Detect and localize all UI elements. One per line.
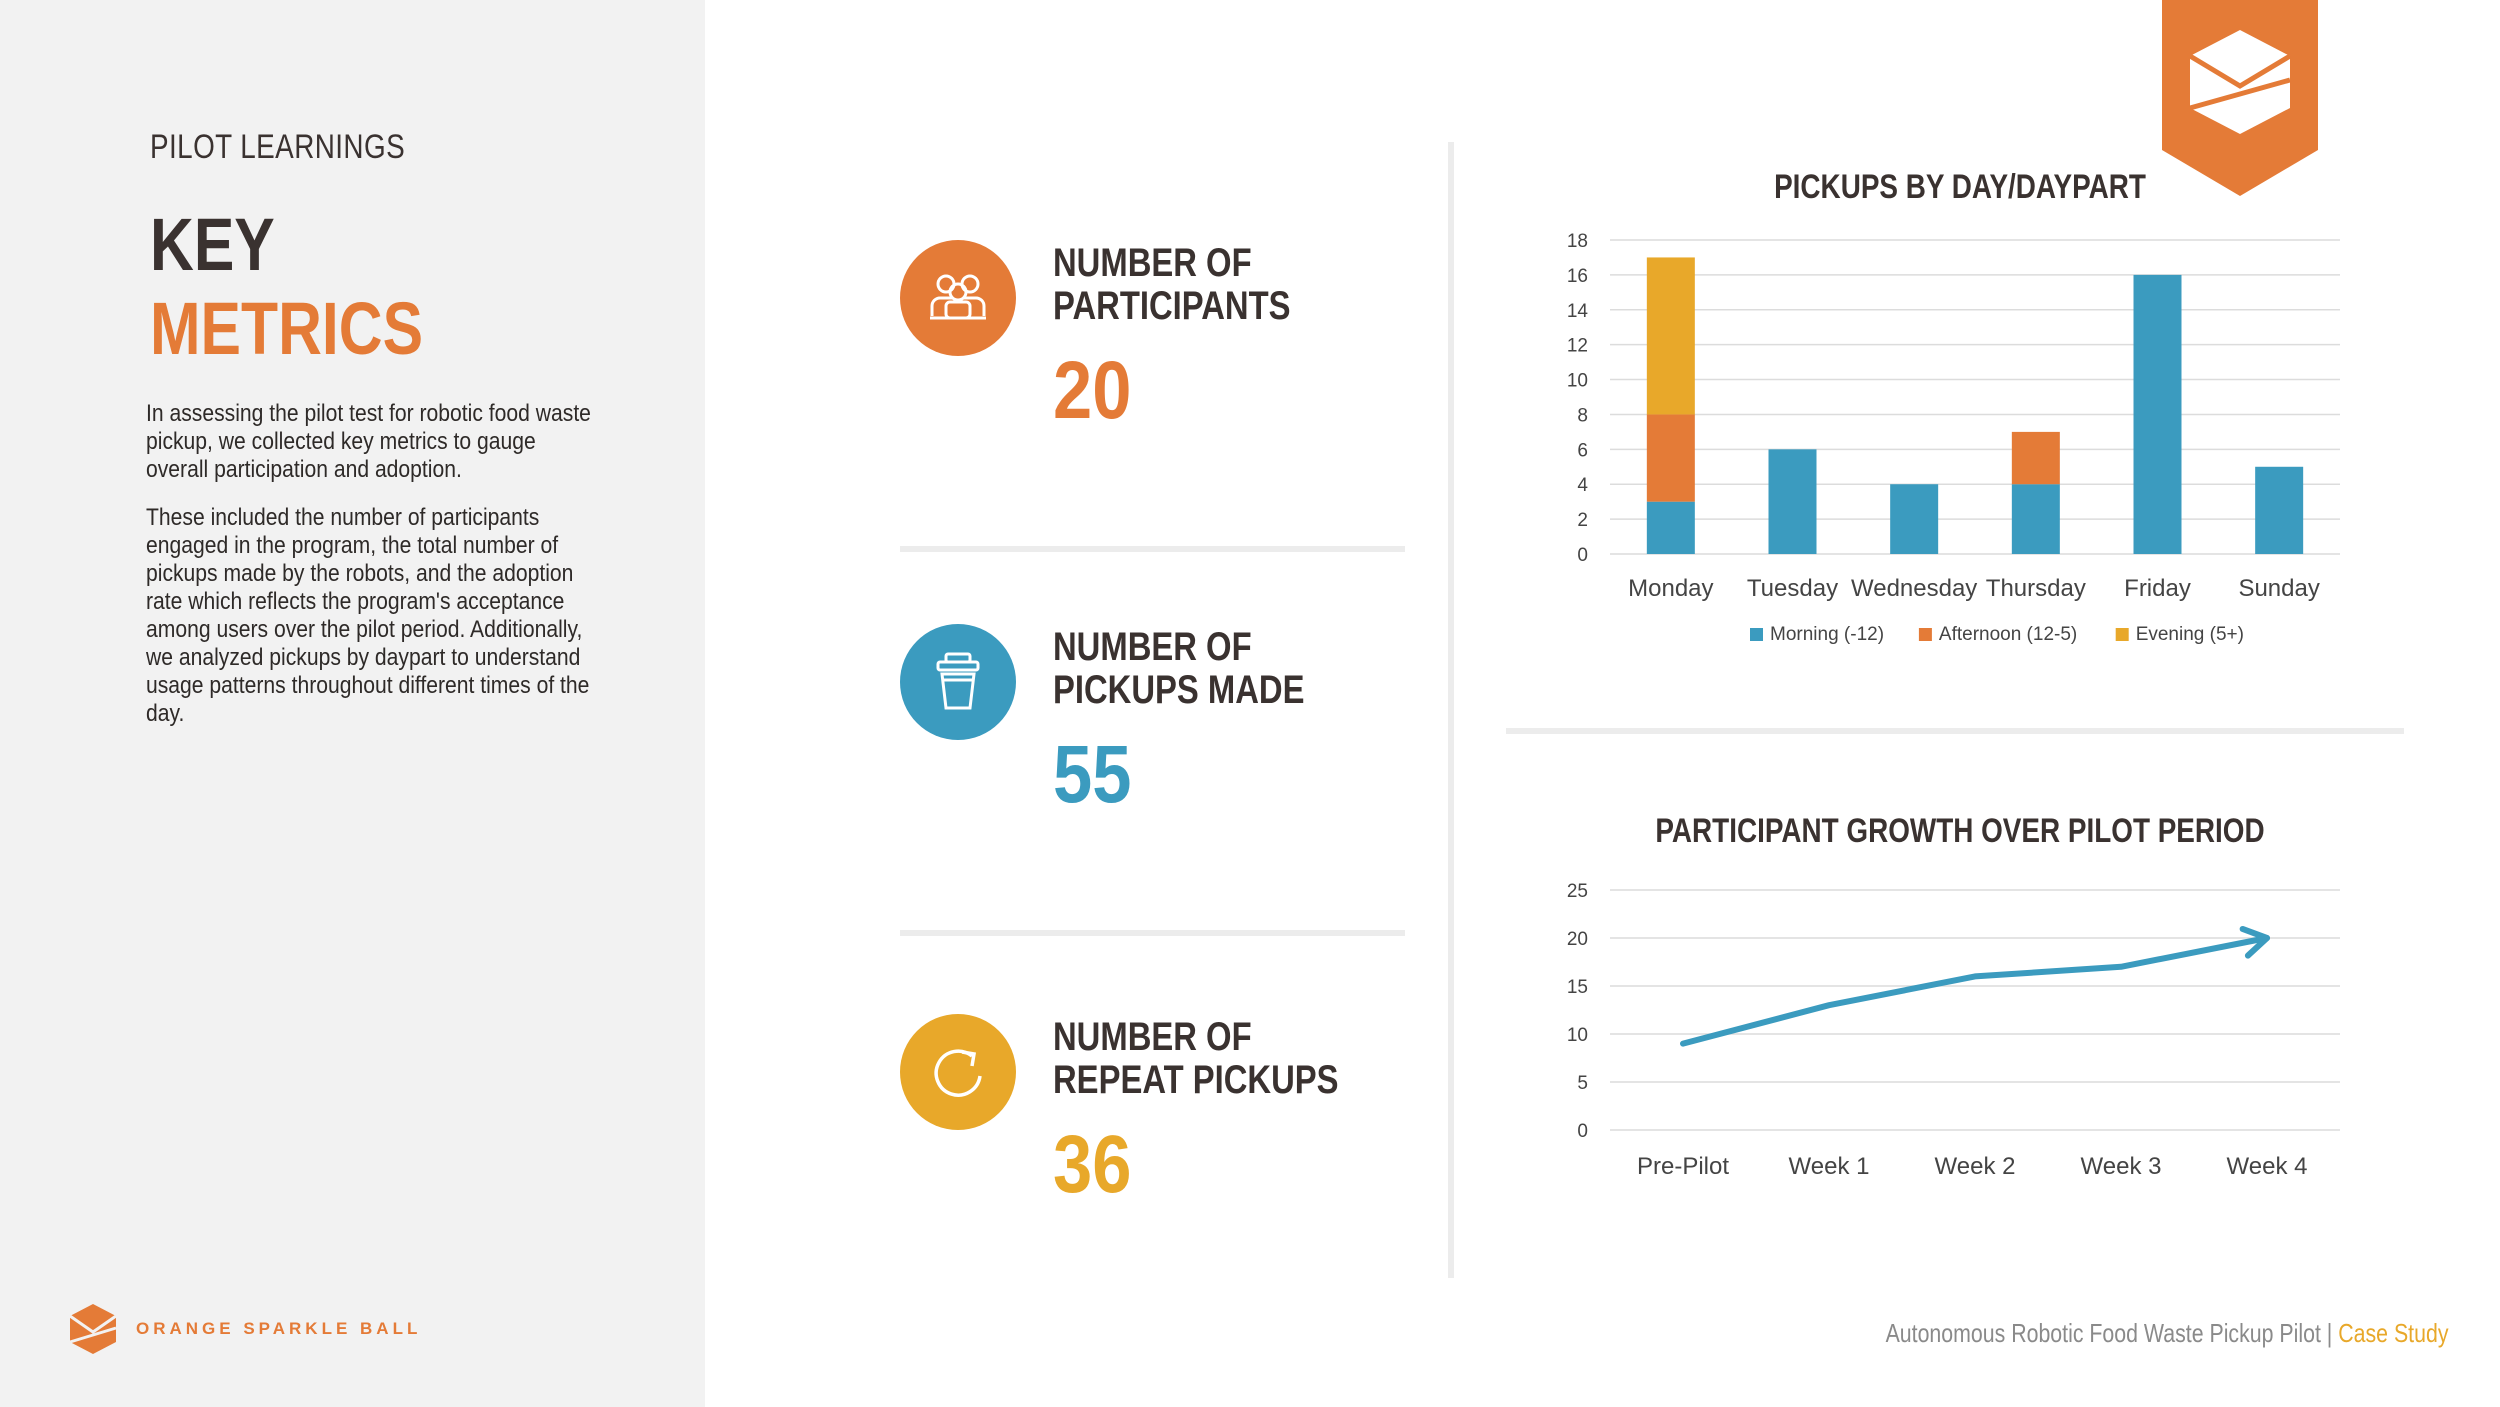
group-icon: [930, 274, 986, 320]
bin-icon: [936, 652, 980, 710]
y-tick-label: 5: [1577, 1073, 1588, 1094]
brand-logo: ORANGE SPARKLE BALL: [68, 1302, 421, 1356]
y-tick-label: 16: [1567, 266, 1588, 287]
bar-sunday-0: [2255, 466, 2304, 554]
page-title-metrics: METRICS: [150, 287, 424, 370]
footer-title: Autonomous Robotic Food Waste Pickup Pil…: [1885, 1318, 2332, 1348]
legend-label: Afternoon (12-5): [1939, 624, 2077, 645]
y-tick-label: 12: [1567, 336, 1588, 357]
brand-name: ORANGE SPARKLE BALL: [136, 1319, 422, 1338]
bar-monday-0: [1646, 501, 1695, 554]
x-tick-label: Thursday: [1986, 575, 2086, 602]
intro-text: In assessing the pilot test for robotic …: [146, 400, 604, 748]
x-tick-label: Pre-Pilot: [1637, 1153, 1729, 1180]
y-tick-label: 10: [1567, 371, 1588, 392]
bar-tuesday-0: [1768, 449, 1817, 554]
metric-label-line1: NUMBER OF: [1053, 241, 1252, 285]
y-tick-label: 10: [1567, 1025, 1588, 1046]
metric-label-line1: NUMBER OF: [1053, 1015, 1252, 1059]
metric-icon-circle: [900, 624, 1016, 740]
legend-swatch: [1918, 628, 1932, 641]
y-tick-label: 8: [1577, 405, 1588, 426]
metric-label: NUMBER OF PICKUPS MADE: [1053, 626, 1304, 712]
bar-monday-1: [1646, 414, 1695, 502]
y-tick-label: 2: [1577, 510, 1588, 531]
metric-value: 55: [1053, 729, 1132, 820]
y-tick-label: 18: [1567, 231, 1588, 252]
line-chart-title: PARTICIPANT GROWTH OVER PILOT PERIOD: [1655, 812, 2265, 850]
bar-chart-title: PICKUPS BY DAY/DAYPART: [1774, 168, 2146, 206]
metric-value: 20: [1053, 345, 1132, 436]
divider: [900, 546, 1405, 552]
bar-thursday-1: [2011, 431, 2060, 485]
y-tick-label: 0: [1577, 545, 1588, 566]
metric-icon-circle: [900, 240, 1016, 356]
legend-swatch: [1750, 628, 1763, 641]
x-tick-label: Tuesday: [1747, 575, 1838, 602]
footer-accent: Case Study: [2331, 1318, 2448, 1348]
metric-label-line2: PARTICIPANTS: [1053, 284, 1291, 328]
x-tick-label: Wednesday: [1851, 575, 1977, 602]
refresh-icon: [934, 1049, 982, 1097]
metric-label: NUMBER OF PARTICIPANTS: [1053, 242, 1291, 328]
page-title-key: KEY: [150, 203, 275, 286]
line-chart: 0 5 10 15 20 25 Pre-Pilot Week 1 Week 2 Week 3 Wee…: [1567, 881, 2340, 1180]
divider: [1506, 728, 2404, 734]
y-tick-label: 4: [1577, 475, 1588, 496]
y-tick-label: 0: [1577, 1121, 1588, 1142]
sidebar-panel: PILOT LEARNINGS KEY METRICS In assessing…: [0, 0, 705, 1407]
x-tick-label: Sunday: [2238, 575, 2319, 602]
metric-value: 36: [1053, 1119, 1132, 1210]
x-tick-label: Week 2: [1935, 1153, 2016, 1180]
bar-monday-2: [1646, 257, 1695, 415]
metric-label-line2: PICKUPS MADE: [1053, 668, 1305, 712]
metric-label-line2: REPEAT PICKUPS: [1053, 1058, 1339, 1102]
legend-swatch: [2115, 628, 2129, 641]
y-tick-label: 25: [1567, 881, 1588, 902]
legend-label: Evening (5+): [2136, 624, 2244, 645]
metric-pickups: NUMBER OF PICKUPS MADE 55: [900, 624, 1420, 816]
brand-hexagon-icon: [69, 1304, 117, 1354]
y-tick-label: 20: [1567, 929, 1588, 950]
column-divider: [1448, 142, 1454, 1278]
x-tick-label: Friday: [2124, 575, 2191, 602]
footer: Autonomous Robotic Food Waste Pickup Pil…: [1885, 1318, 2448, 1349]
growth-line: [1680, 935, 2270, 1047]
metric-repeat-pickups: NUMBER OF REPEAT PICKUPS 36: [900, 1014, 1420, 1206]
x-tick-label: Week 1: [1789, 1153, 1870, 1180]
bar-friday-0: [2133, 274, 2182, 554]
legend-label: Morning (-12): [1770, 624, 1884, 645]
y-tick-label: 6: [1577, 440, 1588, 461]
divider: [900, 930, 1405, 936]
x-tick-label: Week 3: [2081, 1153, 2162, 1180]
metric-participants: NUMBER OF PARTICIPANTS 20: [900, 240, 1420, 432]
bar-wednesday-0: [1890, 484, 1939, 554]
brand-badge-icon: [2162, 0, 2318, 196]
intro-paragraph-2: These included the number of participant…: [146, 504, 590, 727]
y-tick-label: 14: [1567, 301, 1589, 322]
metric-label-line1: NUMBER OF: [1053, 625, 1252, 669]
y-tick-label: 15: [1567, 977, 1588, 998]
metric-icon-circle: [900, 1014, 1016, 1130]
x-tick-label: Week 4: [2227, 1153, 2308, 1180]
section-label: PILOT LEARNINGS: [150, 128, 406, 166]
x-tick-label: Monday: [1628, 575, 1713, 602]
intro-paragraph-1: In assessing the pilot test for robotic …: [146, 400, 591, 483]
metric-label: NUMBER OF REPEAT PICKUPS: [1053, 1016, 1339, 1102]
bar-thursday-0: [2011, 484, 2060, 554]
bar-chart: 0 2 4 6 8 10 12 14 16 18 Monday Tuesday Wednesday Thu…: [1567, 231, 2340, 645]
